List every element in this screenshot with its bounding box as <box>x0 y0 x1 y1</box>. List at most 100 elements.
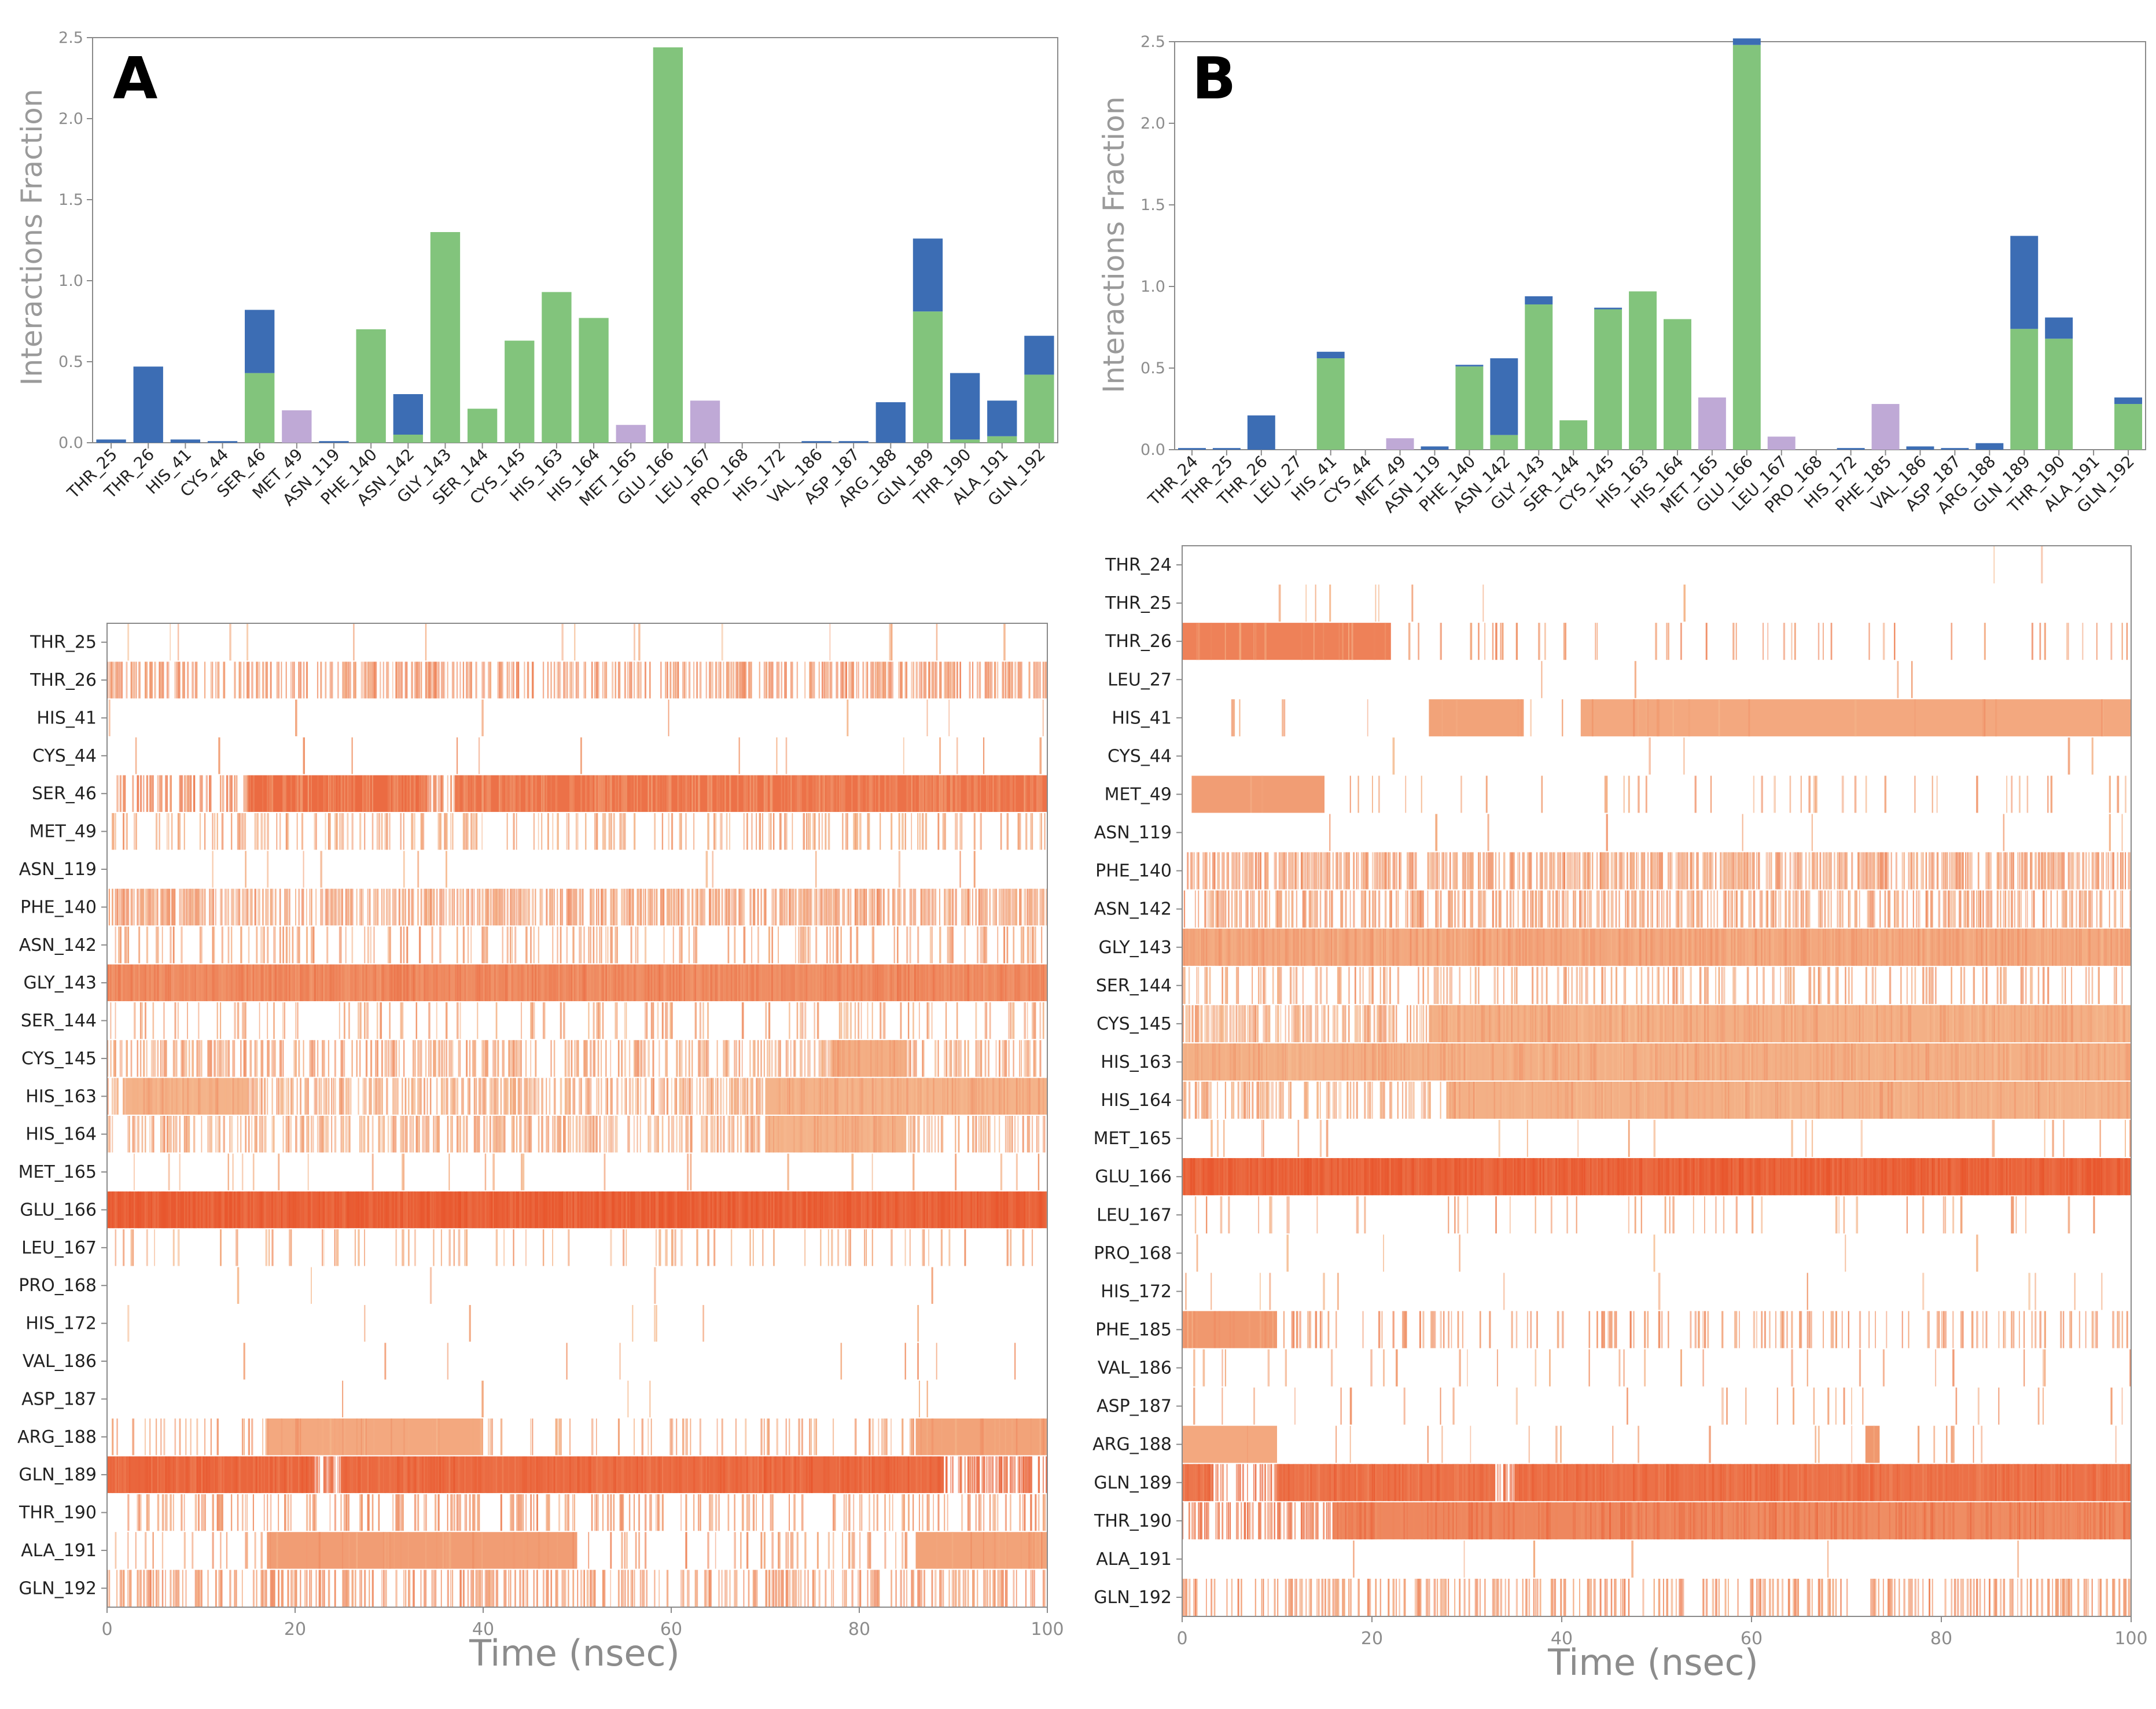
contact-stripe <box>624 661 626 699</box>
contact-stripe <box>803 964 804 1001</box>
contact-stripe <box>334 1229 336 1266</box>
contact-stripe <box>683 775 686 812</box>
contact-stripe <box>273 1040 275 1077</box>
contact-stripe <box>792 661 793 699</box>
contact-stripe <box>638 624 641 661</box>
contact-stripe <box>237 888 239 926</box>
heatmap-row-thr-26 <box>107 661 1048 699</box>
contact-stripe <box>320 964 322 1001</box>
contact-stripe <box>646 1002 648 1039</box>
contact-stripe <box>1019 1191 1021 1229</box>
contact-stripe <box>516 964 517 1001</box>
contact-stripe <box>597 1456 599 1493</box>
contact-stripe <box>117 1456 120 1493</box>
heatmap-row-gln-189 <box>107 1456 1048 1493</box>
contact-stripe <box>376 1456 378 1493</box>
contact-stripe <box>679 775 680 812</box>
contact-stripe <box>674 964 676 1001</box>
contact-stripe <box>257 661 259 699</box>
contact-stripe <box>630 661 632 699</box>
contact-stripe <box>638 888 640 926</box>
contact-stripe <box>134 1116 136 1153</box>
contact-stripe <box>166 1116 168 1153</box>
contact-stripe <box>378 1078 380 1115</box>
contact-stripe <box>513 1494 514 1531</box>
contact-stripe <box>765 1456 767 1493</box>
contact-stripe <box>467 1191 469 1229</box>
contact-stripe <box>1019 1494 1021 1531</box>
contact-stripe <box>141 964 143 1001</box>
heatmap-row-glu-166 <box>107 1191 1047 1229</box>
contact-stripe <box>300 964 302 1001</box>
bar-ionic-met-49 <box>282 410 312 443</box>
contact-stripe <box>560 1418 562 1456</box>
contact-stripe <box>533 927 535 964</box>
contact-stripe <box>679 1040 680 1077</box>
contact-stripe <box>367 775 369 812</box>
contact-stripe <box>362 1116 365 1153</box>
contact-stripe <box>411 1456 414 1493</box>
contact-stripe <box>481 964 484 1001</box>
contact-stripe <box>710 964 712 1001</box>
contact-stripe <box>1041 813 1042 850</box>
contact-stripe <box>784 1456 785 1493</box>
contact-stripe <box>869 964 871 1001</box>
contact-stripe <box>854 1040 856 1077</box>
bar-hbond-thr-26 <box>1247 415 1275 450</box>
contact-stripe <box>599 1191 601 1229</box>
contact-stripe <box>1020 1191 1022 1229</box>
contact-stripe <box>450 1191 452 1229</box>
contact-stripe <box>904 964 906 1001</box>
contact-stripe <box>199 775 202 812</box>
contact-stripe <box>564 1040 566 1077</box>
contact-stripe <box>1008 1078 1010 1115</box>
contact-stripe <box>940 1116 943 1153</box>
contact-stripe <box>1010 1002 1011 1039</box>
contact-stripe <box>690 1191 692 1229</box>
contact-stripe <box>527 775 528 812</box>
contact-stripe <box>304 1191 306 1229</box>
contact-stripe <box>746 775 748 812</box>
contact-stripe <box>163 964 165 1001</box>
contact-stripe <box>834 888 836 926</box>
contact-stripe <box>362 775 364 812</box>
contact-stripe <box>270 888 272 926</box>
contact-stripe <box>312 1116 314 1153</box>
contact-stripe <box>364 813 366 850</box>
contact-stripe <box>492 1153 495 1190</box>
contact-stripe <box>1046 661 1048 699</box>
contact-stripe <box>705 1456 708 1493</box>
contact-stripe <box>967 1191 969 1229</box>
contact-stripe <box>626 1456 627 1493</box>
contact-stripe <box>568 964 570 1001</box>
contact-stripe <box>230 1078 232 1115</box>
contact-stripe <box>922 661 924 699</box>
contact-stripe <box>267 1078 268 1115</box>
contact-stripe <box>190 888 192 926</box>
contact-stripe <box>333 1191 334 1229</box>
contact-stripe <box>199 1191 201 1229</box>
contact-stripe <box>691 888 694 926</box>
contact-stripe <box>652 1191 654 1229</box>
contact-stripe <box>433 888 435 926</box>
contact-stripe <box>226 775 229 812</box>
contact-stripe <box>790 888 792 926</box>
contact-stripe <box>458 1191 461 1229</box>
contact-stripe <box>934 661 936 699</box>
contact-stripe <box>1042 1116 1045 1153</box>
contact-stripe <box>446 1456 448 1493</box>
contact-stripe <box>278 661 280 699</box>
bar-hbond-his-41 <box>1316 351 1345 359</box>
contact-stripe <box>351 737 353 774</box>
contact-stripe <box>572 927 575 964</box>
contact-stripe <box>702 1304 704 1342</box>
contact-stripe <box>466 813 468 850</box>
contact-stripe <box>371 775 374 812</box>
contact-stripe <box>177 1002 179 1039</box>
contact-stripe <box>138 888 139 926</box>
contact-stripe <box>348 1078 350 1115</box>
contact-stripe <box>287 1456 289 1493</box>
contact-stripe <box>922 775 925 812</box>
contact-stripe <box>185 1418 187 1456</box>
contact-stripe <box>768 1116 770 1153</box>
